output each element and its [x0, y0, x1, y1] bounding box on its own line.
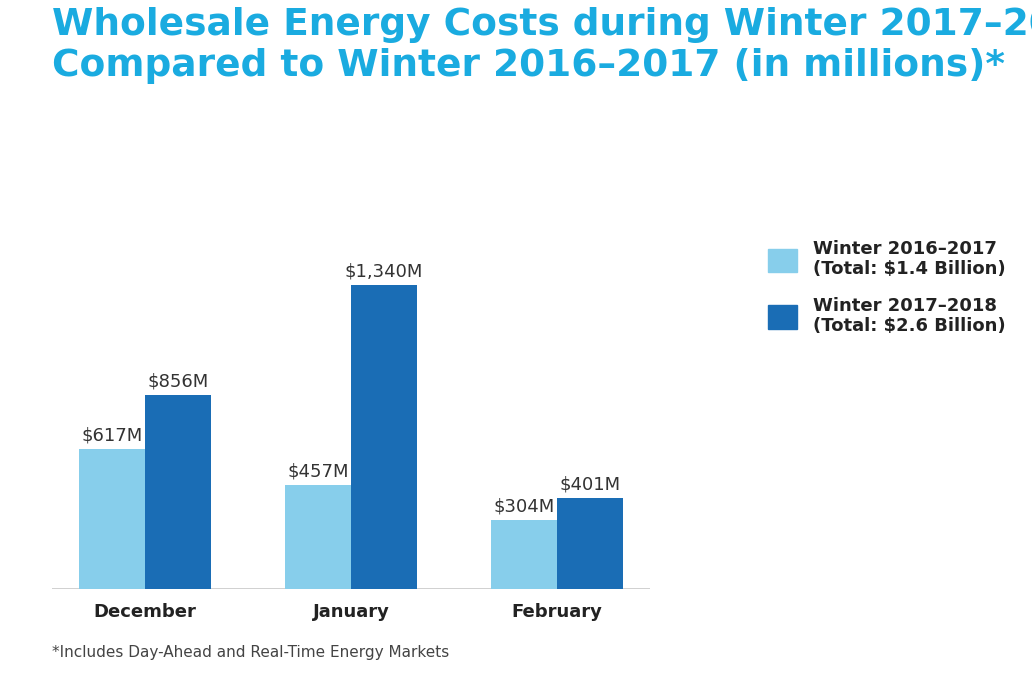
Bar	[78, 449, 144, 589]
Text: $1,340M: $1,340M	[345, 262, 423, 280]
Text: *Includes Day-Ahead and Real-Time Energy Markets: *Includes Day-Ahead and Real-Time Energy…	[52, 645, 449, 660]
Text: $856M: $856M	[148, 372, 208, 390]
Legend: Winter 2016–2017
(Total: $1.4 Billion), Winter 2017–2018
(Total: $2.6 Billion): Winter 2016–2017 (Total: $1.4 Billion), …	[761, 232, 1012, 343]
Bar	[351, 284, 417, 589]
Text: $304M: $304M	[493, 498, 554, 515]
Text: $401M: $401M	[559, 475, 620, 494]
Text: $617M: $617M	[82, 427, 142, 444]
Bar	[491, 520, 557, 589]
Text: Wholesale Energy Costs during Winter 2017–2018
Compared to Winter 2016–2017 (in : Wholesale Energy Costs during Winter 201…	[52, 7, 1032, 85]
Bar	[557, 498, 623, 589]
Bar	[144, 395, 211, 589]
Bar	[285, 485, 351, 589]
Text: $457M: $457M	[287, 462, 349, 481]
